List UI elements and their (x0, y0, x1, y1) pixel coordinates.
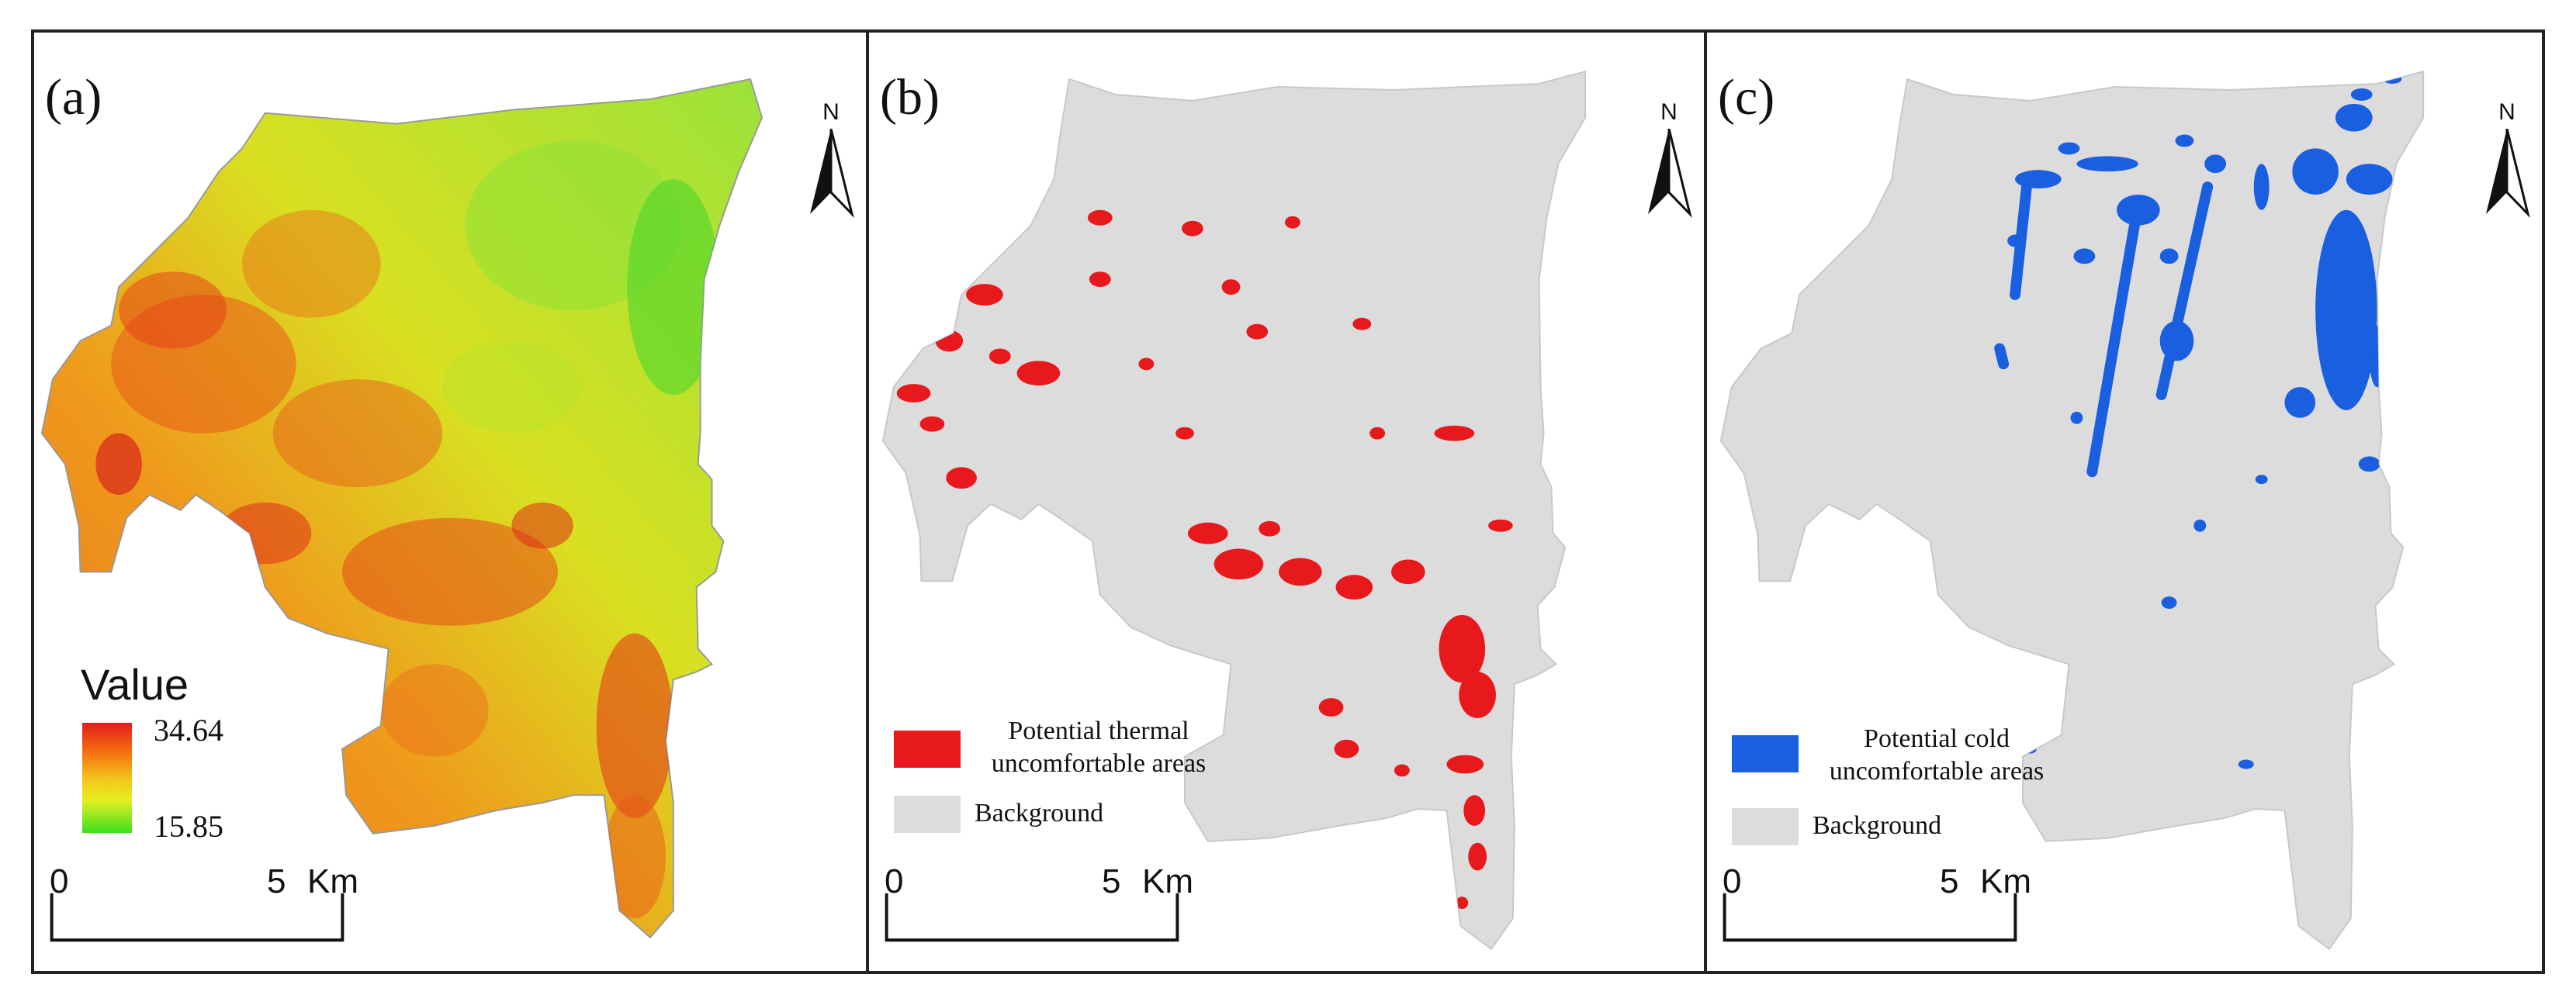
north-arrow-icon (1648, 129, 1692, 219)
scale-unit-label: Km (1142, 862, 1193, 900)
scale-five-label: 5 (1102, 862, 1121, 900)
panel-c-label: (c) (1718, 69, 1775, 126)
legend-text-background: Background (975, 799, 1104, 828)
north-arrow-icon (2486, 129, 2530, 219)
thermal-map-svg (881, 71, 1587, 950)
scale-bar-b: 0 5 Km (885, 862, 1193, 971)
scale-line (50, 893, 345, 942)
panel-a-label: (a) (45, 69, 102, 126)
north-letter-b: N (1660, 99, 1678, 125)
panel-a-temperature-map: (a) N Value 34.64 15.85 0 5 Km (31, 29, 869, 974)
legend-title-value: Value (81, 660, 189, 709)
color-ramp (82, 723, 132, 833)
temperature-texture (95, 140, 720, 918)
cold-corridors (1994, 181, 2214, 478)
legend-text-background: Background (1813, 811, 1942, 840)
scale-bar-a: 0 5 Km (50, 862, 358, 971)
north-arrow-a: N (804, 99, 858, 223)
scale-unit-label: Km (1980, 862, 2031, 900)
legend-swatch-cold (1732, 735, 1799, 772)
north-arrow-icon (810, 129, 854, 219)
panel-c-cold-map: (c) N Potential cold uncomfortable areas… (1704, 29, 2545, 974)
north-arrow-c: N (2480, 99, 2534, 223)
scale-five-label: 5 (1940, 862, 1959, 900)
legend-swatch-background (1732, 808, 1799, 845)
north-letter-c: N (2498, 99, 2515, 125)
ramp-max-label: 34.64 (154, 713, 223, 748)
scale-five-label: 5 (267, 862, 286, 900)
scale-unit-label: Km (307, 862, 358, 900)
north-arrow-b: N (1642, 99, 1696, 223)
thermal-patches (896, 209, 1513, 910)
legend-swatch-background (894, 796, 961, 833)
legend-swatch-thermal (894, 731, 961, 768)
scale-line (885, 893, 1179, 942)
legend-text-thermal: Potential thermal uncomfortable areas (975, 715, 1223, 780)
legend-text-cold: Potential cold uncomfortable areas (1813, 723, 2061, 788)
panel-b-thermal-map: (b) N Potential thermal uncomfortable ar… (866, 29, 1707, 974)
scale-bar-c: 0 5 Km (1723, 862, 2031, 971)
panel-b-label: (b) (880, 69, 940, 126)
legend-cold-line2: uncomfortable areas (1829, 757, 2045, 786)
legend-thermal-line1: Potential thermal (1008, 717, 1189, 745)
north-letter-a: N (822, 99, 840, 125)
legend-cold-line1: Potential cold (1864, 724, 2010, 753)
cold-patches (1993, 74, 2402, 769)
legend-thermal-line2: uncomfortable areas (991, 749, 1207, 778)
scale-line (1723, 893, 2017, 942)
temperature-map-svg (40, 78, 763, 938)
ramp-min-label: 15.85 (154, 809, 223, 844)
cold-map-svg (1719, 71, 2425, 950)
